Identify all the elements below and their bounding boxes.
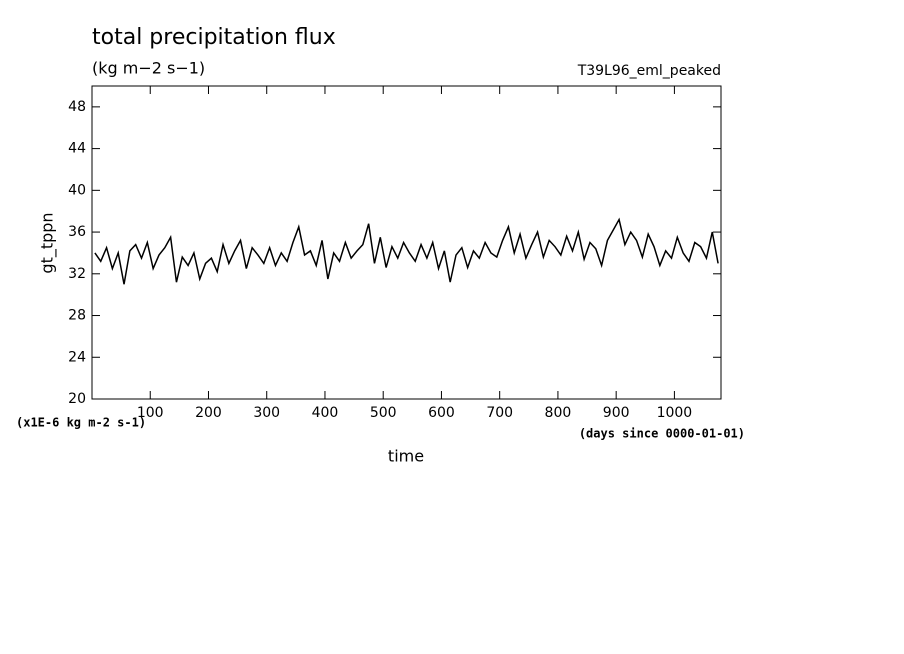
y-tick-label: 44	[68, 141, 86, 157]
y-tick-label: 28	[68, 308, 86, 324]
chart-title: total precipitation flux	[92, 25, 336, 50]
data-line	[94, 217, 719, 285]
y-unit-note: (x1E-6 kg m-2 s-1)	[16, 416, 146, 430]
x-unit-note: (days since 0000-01-01)	[579, 427, 745, 441]
x-tick-label: 500	[370, 405, 397, 421]
y-axis-label: gt_tppn	[38, 212, 58, 273]
x-tick-label: 1000	[657, 405, 693, 421]
annotation: T39L96_eml_peaked	[577, 63, 721, 79]
y-tick-label: 32	[68, 266, 86, 282]
x-tick-label: 400	[312, 405, 339, 421]
chart-subtitle: (kg m−2 s−1)	[92, 59, 205, 78]
x-tick-label: 900	[603, 405, 630, 421]
x-tick-label: 200	[195, 405, 222, 421]
y-tick-label: 48	[68, 99, 86, 115]
x-tick-label: 600	[428, 405, 455, 421]
x-tick-label: 100	[137, 405, 164, 421]
x-axis-label: time	[388, 447, 424, 466]
plot-frame	[91, 85, 722, 400]
y-tick-label: 36	[68, 224, 86, 240]
y-tick-label: 24	[68, 349, 86, 365]
y-tick-label: 20	[68, 391, 86, 407]
x-tick-label: 800	[545, 405, 572, 421]
x-tick-label: 300	[253, 405, 280, 421]
x-tick-label: 700	[486, 405, 513, 421]
y-tick-label: 40	[68, 182, 86, 198]
